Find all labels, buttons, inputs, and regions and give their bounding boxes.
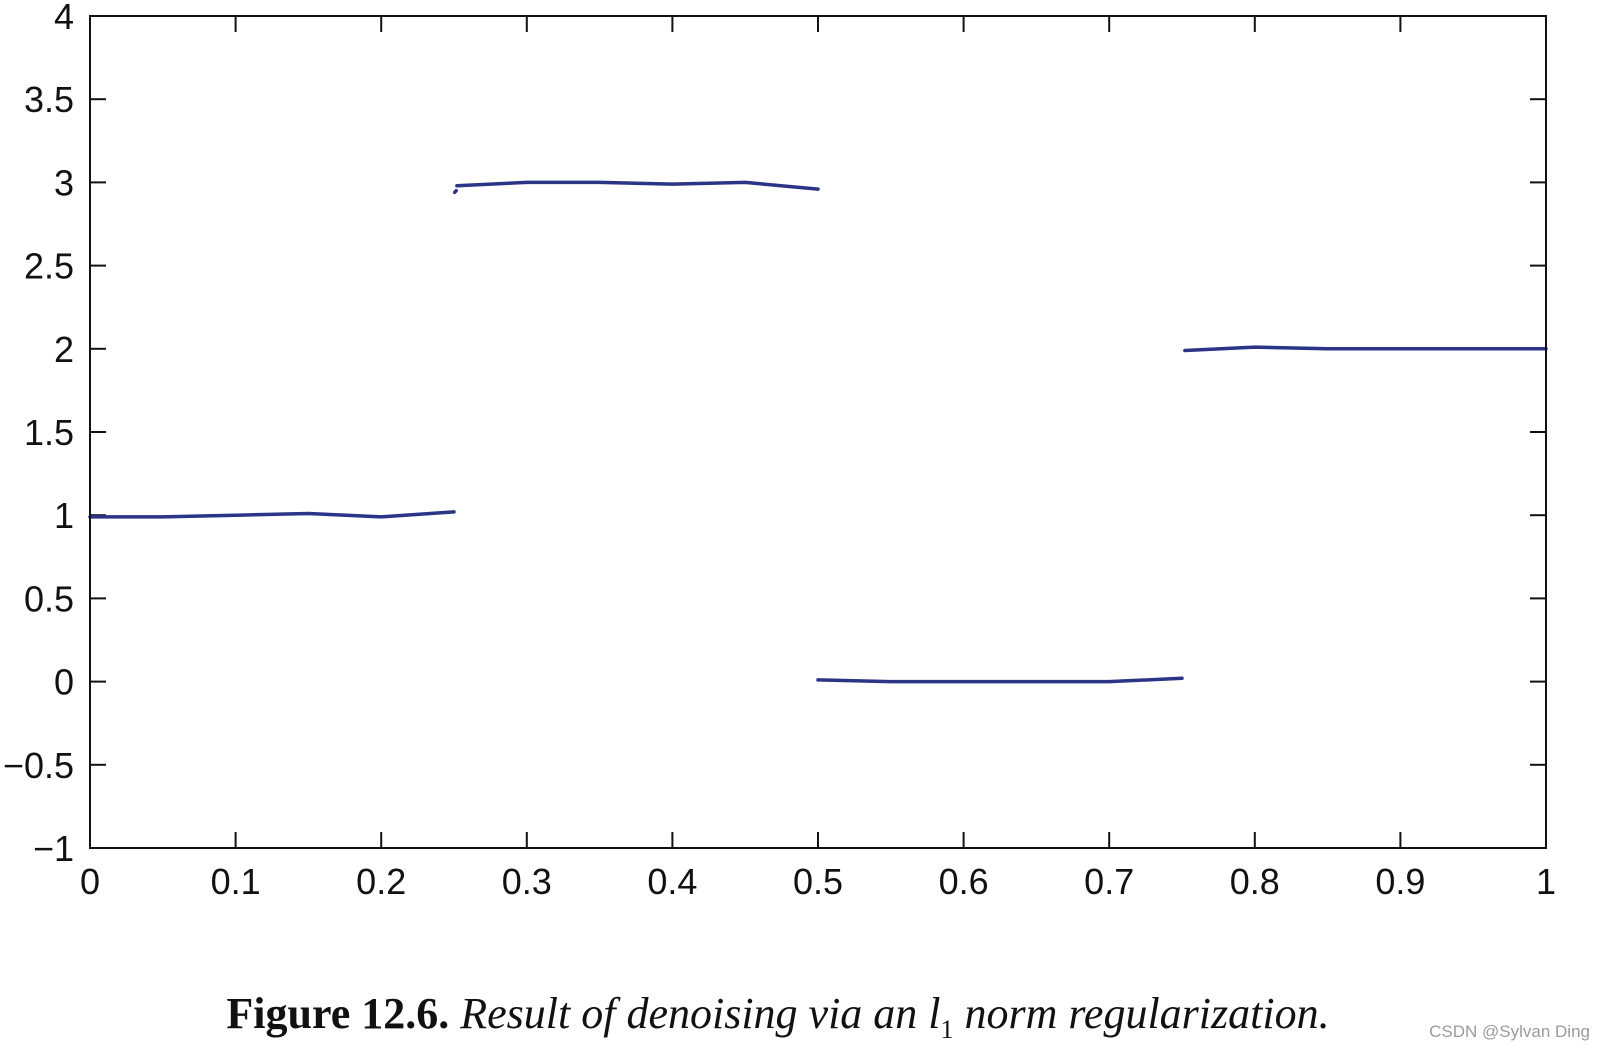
y-tick-label: 4 xyxy=(54,0,74,37)
series-line-segment xyxy=(1183,345,1548,353)
figure-caption: Figure 12.6. Result of denoising via an … xyxy=(0,988,1580,1045)
y-tick-label: −1 xyxy=(33,828,74,869)
caption-text-before: Result of denoising via an xyxy=(460,989,929,1038)
plot-frame xyxy=(89,15,1547,849)
caption-text-after: norm regularization. xyxy=(953,989,1330,1038)
y-tick-label: 1.5 xyxy=(24,412,74,453)
y-tick-label: 3 xyxy=(54,162,74,203)
x-tick-label: 0.2 xyxy=(356,861,406,902)
x-tick-label: 0.5 xyxy=(793,861,843,902)
x-tick-label: 0.7 xyxy=(1084,861,1134,902)
y-tick-label: 3.5 xyxy=(24,79,74,120)
y-tick-label: 2 xyxy=(54,329,74,370)
series-line-segment xyxy=(88,510,456,519)
x-tick-label: 1 xyxy=(1536,861,1556,902)
y-tick-label: 1 xyxy=(54,495,74,536)
x-tick-label: 0.8 xyxy=(1230,861,1280,902)
caption-symbol: l xyxy=(928,989,941,1038)
series-line-segment xyxy=(455,180,820,191)
x-tick-label: 0 xyxy=(80,861,100,902)
y-tick-label: 0 xyxy=(54,662,74,703)
series-line-segment xyxy=(452,188,458,195)
axis-ticks xyxy=(89,15,1547,849)
x-tick-label: 0.6 xyxy=(939,861,989,902)
figure-label: Figure 12.6. xyxy=(226,989,450,1038)
y-tick-label: 2.5 xyxy=(24,246,74,287)
x-tick-label: 0.9 xyxy=(1375,861,1425,902)
plot-area xyxy=(88,180,1548,684)
x-tick-label: 0.1 xyxy=(211,861,261,902)
chart: 0 0.1 0.2 0.3 0.4 0.5 0.6 0.7 0.8 0.9 1 −1 −0.5 0 0.5 1… xyxy=(3,0,1556,902)
axis-tick-labels: 0 0.1 0.2 0.3 0.4 0.5 0.6 0.7 0.8 0.9 1 −1 −0.5 0 0.5 1… xyxy=(3,0,1556,902)
y-tick-label: 0.5 xyxy=(24,578,74,619)
series-line-segment xyxy=(816,676,1184,684)
caption-subscript: 1 xyxy=(940,1014,954,1044)
y-tick-label: −0.5 xyxy=(3,745,74,786)
x-tick-label: 0.4 xyxy=(647,861,697,902)
watermark: CSDN @Sylvan Ding xyxy=(1429,1022,1590,1041)
x-tick-label: 0.3 xyxy=(502,861,552,902)
caption-text: Result of denoising via an l1 norm regul… xyxy=(460,989,1330,1044)
